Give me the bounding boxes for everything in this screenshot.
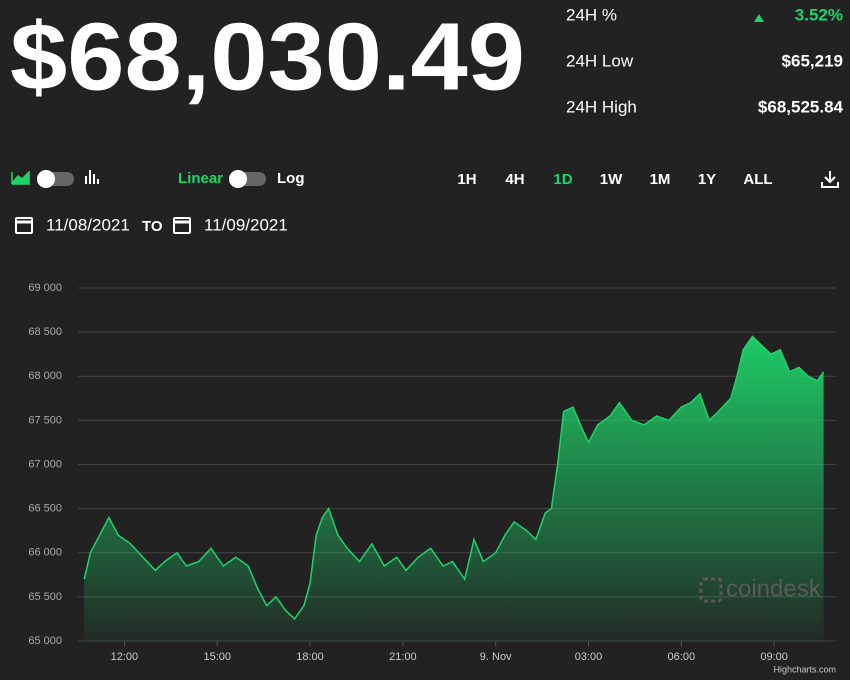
y-tick-label: 66 500 [28,503,62,515]
watermark: coindesk [726,575,822,602]
y-tick-label: 67 000 [28,458,62,470]
y-tick-label: 65 000 [28,635,62,647]
stat-value: $65,219 [782,51,843,70]
calendar-icon[interactable] [15,217,33,234]
range-button[interactable]: 1W [600,171,623,188]
plot: 65 000 65 500 66 000 66 500 67 000 67 500 68 0… [28,282,836,663]
stat-value: $68,525.84 [758,97,844,116]
date-range: 11/08/2021 TO 11/09/2021 [15,215,288,235]
range-button[interactable]: 1D [553,171,572,188]
stats: 24H % 3.52% 24H Low $65,219 24H High $68… [566,5,844,116]
x-tick-label: 9. Nov [480,651,512,663]
x-tick-label: 18:00 [296,651,324,663]
x-tick-label: 21:00 [389,651,417,663]
stat-label: 24H High [566,97,637,116]
range-button[interactable]: ALL [743,171,772,188]
y-tick-label: 65 500 [28,591,62,603]
linear-label: Linear [178,170,223,187]
credit: Highcharts.com [773,664,836,674]
stat-value: 3.52% [795,5,843,24]
price-line [83,335,825,621]
stat-label: 24H % [566,5,617,24]
y-tick-label: 68 500 [28,326,62,338]
y-tick-label: 66 000 [28,547,62,559]
x-tick-label: 15:00 [203,651,231,663]
range-buttons: 1H 4H 1D 1W 1M 1Y ALL [457,171,772,188]
price: $68,030.49 [10,3,525,110]
bar-icon [85,170,99,184]
area-icon [11,170,30,185]
date-to[interactable]: 11/09/2021 [204,215,288,234]
date-to-label: TO [142,218,163,235]
x-tick-label: 06:00 [668,651,696,663]
log-label: Log [277,170,305,187]
toggle-knob [229,170,247,188]
stat-label: 24H Low [566,51,634,70]
area-fill [84,336,824,641]
range-button[interactable]: 1H [457,171,476,188]
scale-toggle[interactable]: Linear Log [178,170,305,188]
range-button[interactable]: 1Y [698,171,716,188]
date-from[interactable]: 11/08/2021 [46,215,130,234]
download-icon[interactable] [821,171,839,188]
y-tick-label: 67 500 [28,414,62,426]
watermark-logo [699,577,723,603]
range-button[interactable]: 4H [505,171,524,188]
up-arrow [754,14,764,22]
y-tick-label: 69 000 [28,282,62,294]
x-tick-label: 12:00 [111,651,139,663]
y-tick-label: 68 000 [28,370,62,382]
chart-type-toggle[interactable] [11,170,99,188]
toggle-knob [37,170,55,188]
x-tick-label: 09:00 [760,651,788,663]
x-tick-label: 03:00 [575,651,603,663]
range-button[interactable]: 1M [650,171,671,188]
calendar-icon[interactable] [173,217,191,234]
